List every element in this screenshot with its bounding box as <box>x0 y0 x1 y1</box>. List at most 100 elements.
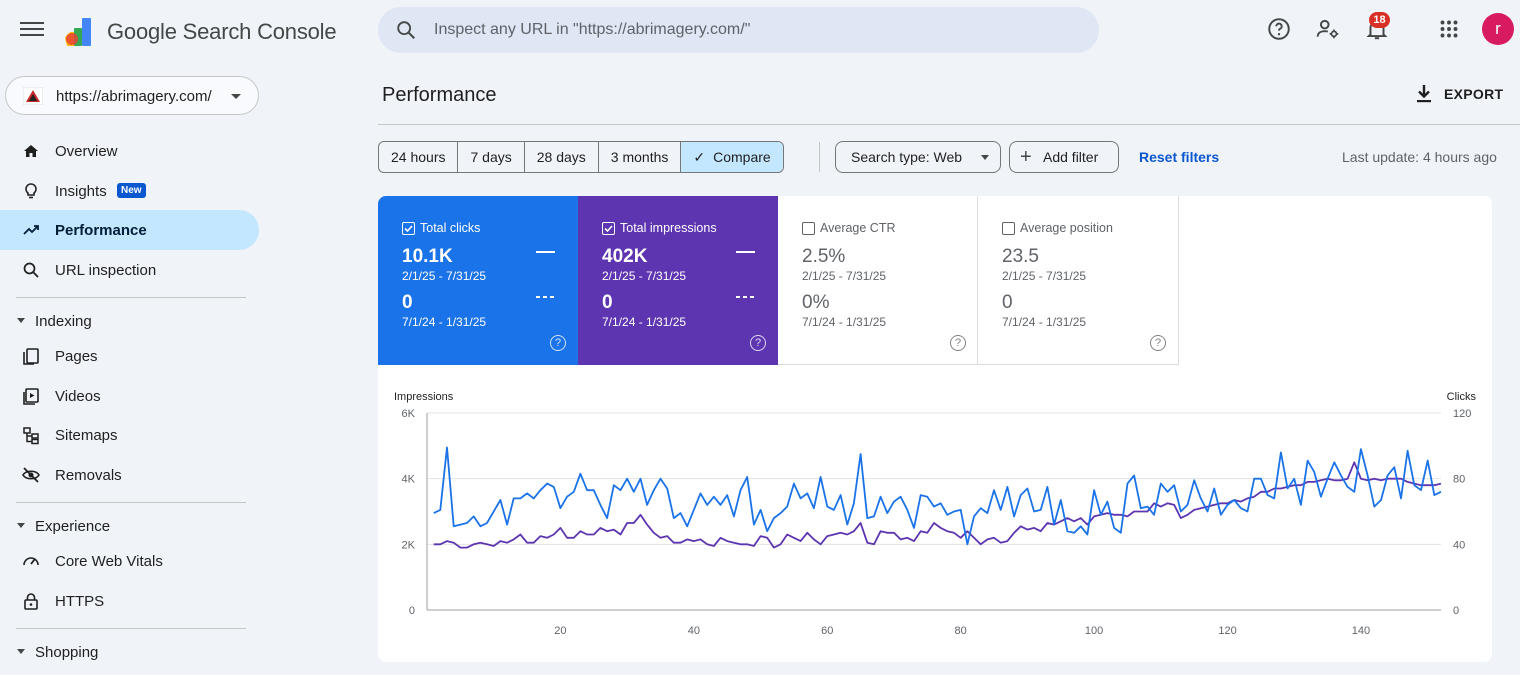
download-icon <box>1417 85 1431 103</box>
sidebar-item-url-inspection[interactable]: URL inspection <box>0 250 259 290</box>
checkbox-checked-icon[interactable] <box>402 222 415 235</box>
help-icon[interactable]: ? <box>950 335 966 351</box>
account-avatar[interactable]: r <box>1482 13 1514 45</box>
manage-users-icon[interactable] <box>1315 16 1341 42</box>
right-axis-tick-label: 0 <box>1453 605 1459 617</box>
property-selector[interactable]: https://abrimagery.com/ <box>5 76 259 115</box>
apps-grid-icon[interactable] <box>1436 16 1462 42</box>
date-range-7-days[interactable]: 7 days <box>458 142 525 172</box>
search-console-logo[interactable] <box>62 14 98 50</box>
metric-compare-range: 7/1/24 - 1/31/25 <box>1002 315 1087 329</box>
sidebar-item-performance[interactable]: Performance <box>0 210 259 250</box>
section-label: Shopping <box>35 644 99 661</box>
help-icon[interactable]: ? <box>550 335 566 351</box>
left-axis-label: Impressions <box>394 391 454 403</box>
reset-filters-link[interactable]: Reset filters <box>1139 149 1220 165</box>
right-axis-tick-label: 120 <box>1453 408 1471 420</box>
date-range-28-days[interactable]: 28 days <box>525 142 599 172</box>
date-range-3-months[interactable]: 3 months <box>599 142 682 172</box>
sidebar-item-videos[interactable]: Videos <box>0 376 259 416</box>
x-axis-tick-label: 120 <box>1218 625 1236 637</box>
chevron-down-icon <box>231 94 241 99</box>
search-type-filter[interactable]: Search type: Web <box>835 141 1001 173</box>
sidebar-nav: Overview Insights New Performance URL in… <box>0 131 270 667</box>
date-range-24-hours[interactable]: 24 hours <box>379 142 459 172</box>
checkbox-unchecked-icon[interactable] <box>1002 222 1015 235</box>
metric-date-range: 2/1/25 - 7/31/25 <box>402 269 487 283</box>
left-axis-tick-label: 6K <box>402 408 416 420</box>
site-favicon-icon <box>23 87 43 105</box>
metric-compare-value: 0% <box>802 292 830 313</box>
section-experience[interactable]: Experience <box>0 511 270 541</box>
property-url: https://abrimagery.com/ <box>56 88 212 105</box>
sidebar-item-label: URL inspection <box>55 261 157 279</box>
speed-gauge-icon <box>23 557 39 566</box>
divider <box>16 297 246 298</box>
pages-icon <box>23 348 39 365</box>
sidebar-item-overview[interactable]: Overview <box>0 131 259 171</box>
dashed-line-legend-icon <box>736 296 755 298</box>
url-inspect-input[interactable] <box>434 18 1074 42</box>
metric-compare-range: 7/1/24 - 1/31/25 <box>402 315 487 329</box>
eye-off-icon <box>22 466 40 483</box>
solid-line-legend-icon <box>736 251 755 253</box>
right-axis-label: Clicks <box>1447 391 1477 403</box>
metric-value: 2.5% <box>802 246 846 267</box>
help-icon[interactable]: ? <box>750 335 766 351</box>
checkbox-unchecked-icon[interactable] <box>802 222 815 235</box>
performance-chart[interactable]: 0 0 2K 40 4K 80 6K 120 Impressions Clicks 20 40 60 80… <box>378 366 1492 662</box>
top-app-bar: Google Search Console 18 r <box>0 0 1520 64</box>
divider <box>16 502 246 503</box>
metric-average-position[interactable]: Average position 23.5 2/1/25 - 7/31/25 0… <box>978 196 1179 365</box>
metric-date-range: 2/1/25 - 7/31/25 <box>1002 269 1087 283</box>
date-range-compare[interactable]: ✓ Compare <box>681 142 783 172</box>
left-axis-tick-label: 4K <box>402 474 416 486</box>
page-title: Performance <box>382 84 497 106</box>
checkbox-checked-icon[interactable] <box>602 222 615 235</box>
metric-average-ctr[interactable]: Average CTR 2.5% 2/1/25 - 7/31/25 0% 7/1… <box>778 196 978 365</box>
metric-date-range: 2/1/25 - 7/31/25 <box>602 269 687 283</box>
sidebar-item-label: Sitemaps <box>55 427 118 444</box>
metric-value: 10.1K <box>402 246 453 267</box>
search-icon[interactable] <box>395 19 417 41</box>
help-icon[interactable] <box>1266 16 1292 42</box>
sidebar-item-label: Pages <box>55 348 98 365</box>
solid-line-legend-icon <box>536 251 555 253</box>
url-inspect-search[interactable] <box>378 7 1099 53</box>
sidebar-item-insights[interactable]: Insights New <box>0 171 259 211</box>
add-filter-label: Add filter <box>1043 149 1099 165</box>
section-label: Experience <box>35 518 111 535</box>
left-axis-tick-label: 2K <box>402 539 416 551</box>
x-axis-tick-label: 20 <box>554 625 566 637</box>
section-label: Indexing <box>35 313 92 330</box>
metric-compare-range: 7/1/24 - 1/31/25 <box>802 315 887 329</box>
lock-icon <box>24 592 38 610</box>
section-indexing[interactable]: Indexing <box>0 306 270 336</box>
x-axis-tick-label: 140 <box>1352 625 1370 637</box>
plus-icon: + <box>1020 146 1032 168</box>
section-shopping[interactable]: Shopping <box>0 637 270 667</box>
right-axis-tick-label: 40 <box>1453 539 1465 551</box>
sidebar-item-pages[interactable]: Pages <box>0 336 259 376</box>
divider <box>16 628 246 629</box>
sidebar-item-removals[interactable]: Removals <box>0 455 259 495</box>
metric-total-clicks[interactable]: Total clicks 10.1K 2/1/25 - 7/31/25 0 7/… <box>378 196 578 365</box>
sidebar-item-https[interactable]: HTTPS <box>0 581 259 621</box>
left-axis-tick-label: 0 <box>409 605 415 617</box>
x-axis-tick-label: 80 <box>955 625 967 637</box>
sidebar-item-core-web-vitals[interactable]: Core Web Vitals <box>0 541 259 581</box>
series-line <box>433 446 1442 546</box>
x-axis-tick-label: 40 <box>688 625 700 637</box>
sidebar-item-label: Removals <box>55 466 122 484</box>
add-filter-button[interactable]: + Add filter <box>1009 141 1119 173</box>
notification-count-badge: 18 <box>1369 12 1390 28</box>
sidebar-item-sitemaps[interactable]: Sitemaps <box>0 415 259 455</box>
metric-total-impressions[interactable]: Total impressions 402K 2/1/25 - 7/31/25 … <box>578 196 778 365</box>
caret-down-icon <box>981 155 989 160</box>
main-menu-icon[interactable] <box>18 18 46 46</box>
metric-compare-value: 0 <box>1002 292 1013 313</box>
help-icon[interactable]: ? <box>1150 335 1166 351</box>
date-range-selector: 24 hours 7 days 28 days 3 months ✓ Compar… <box>378 141 784 173</box>
divider <box>819 142 820 172</box>
metric-value: 23.5 <box>1002 246 1039 267</box>
